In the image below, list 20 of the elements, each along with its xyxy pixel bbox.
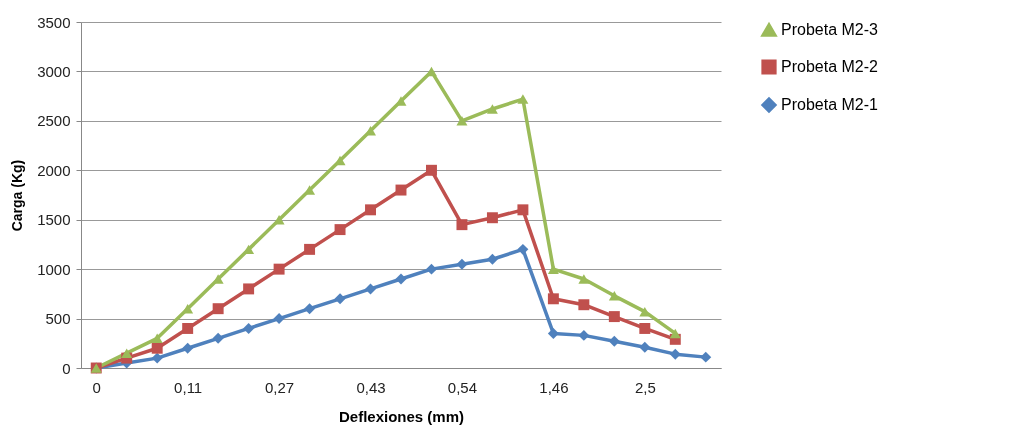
legend-label: Probeta M2-1: [781, 96, 879, 113]
y-tick-label: 1000: [37, 260, 71, 278]
y-tick-label: 2000: [37, 161, 71, 179]
y-tick-label: 3000: [37, 62, 71, 80]
y-tick-label: 1500: [37, 211, 71, 229]
y-tick-label: 2500: [37, 112, 71, 130]
x-tick-label: 0,27: [264, 378, 295, 396]
y-axis-title: Carga (Kg): [9, 159, 26, 232]
x-tick-label: 0,54: [447, 378, 478, 396]
y-tick-label: 0: [62, 359, 71, 377]
legend-label: Probeta M2-2: [781, 58, 879, 75]
x-tick-label: 0,11: [174, 378, 203, 396]
x-axis-title: Deflexiones (mm): [338, 407, 465, 425]
x-tick-label: 0,43: [356, 378, 386, 396]
legend-label: Probeta M2-3: [781, 21, 879, 38]
x-tick-label: 0: [92, 378, 101, 396]
x-tick-label: 2,5: [634, 378, 656, 396]
y-tick-label: 500: [45, 310, 71, 328]
y-tick-label: 3500: [37, 13, 71, 31]
x-tick-label: 1,46: [539, 378, 569, 396]
